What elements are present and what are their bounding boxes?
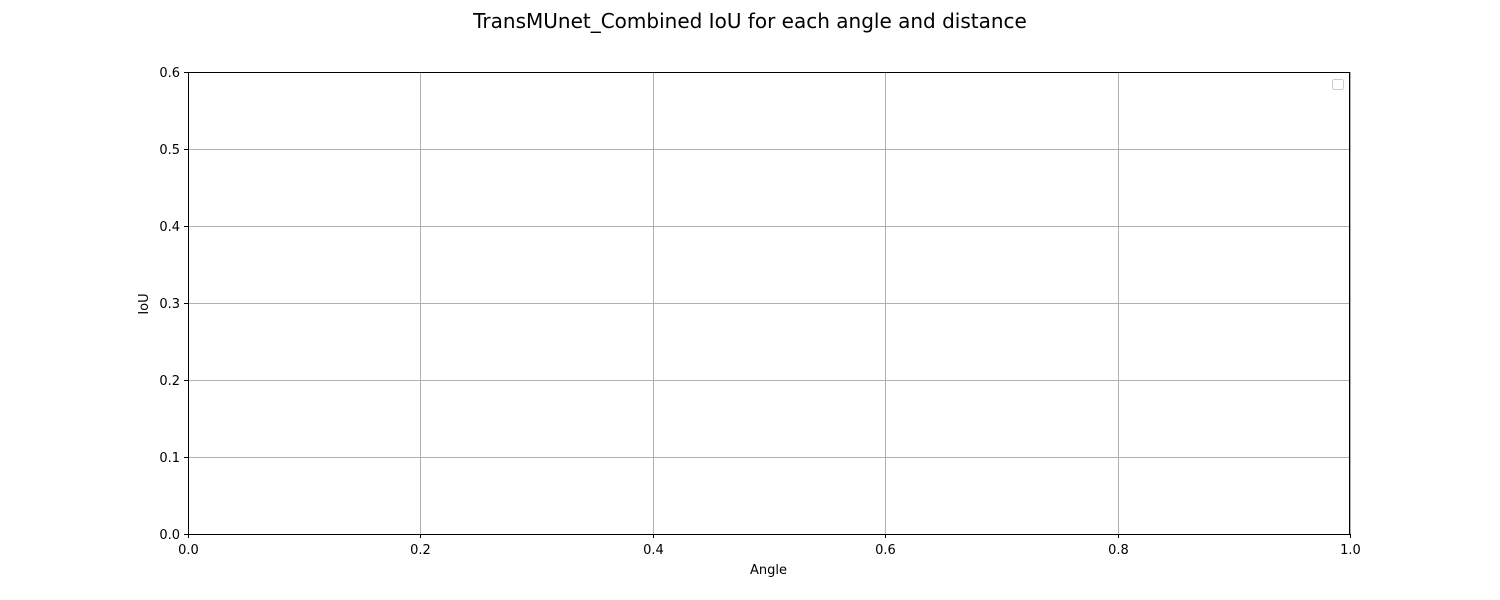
x-axis-label: Angle — [750, 563, 787, 578]
x-tick-label: 0.2 — [410, 543, 431, 558]
plot-frame — [188, 72, 1350, 535]
legend-box — [1332, 79, 1344, 90]
y-tick-label: 0.2 — [159, 374, 180, 389]
y-axis-label: IoU — [137, 293, 152, 314]
y-tick-label: 0.1 — [159, 451, 180, 466]
x-axis-ticks: 0.0 0.2 0.4 0.6 0.8 1.0 — [178, 534, 1361, 558]
y-tick-label: 0.3 — [159, 297, 180, 312]
x-tick-label: 0.8 — [1108, 543, 1129, 558]
y-axis-ticks: 0.0 0.1 0.2 0.3 0.4 0.5 0.6 — [159, 66, 188, 543]
grid-lines — [188, 72, 1351, 535]
y-tick-label: 0.6 — [159, 66, 180, 81]
y-tick-label: 0.5 — [159, 143, 180, 158]
y-tick-label: 0.4 — [159, 220, 180, 235]
chart-title: TransMUnet_Combined IoU for each angle a… — [472, 9, 1027, 33]
x-tick-label: 0.6 — [875, 543, 896, 558]
y-tick-label: 0.0 — [159, 528, 180, 543]
x-tick-label: 0.4 — [643, 543, 664, 558]
x-tick-label: 1.0 — [1340, 543, 1361, 558]
x-tick-label: 0.0 — [178, 543, 199, 558]
